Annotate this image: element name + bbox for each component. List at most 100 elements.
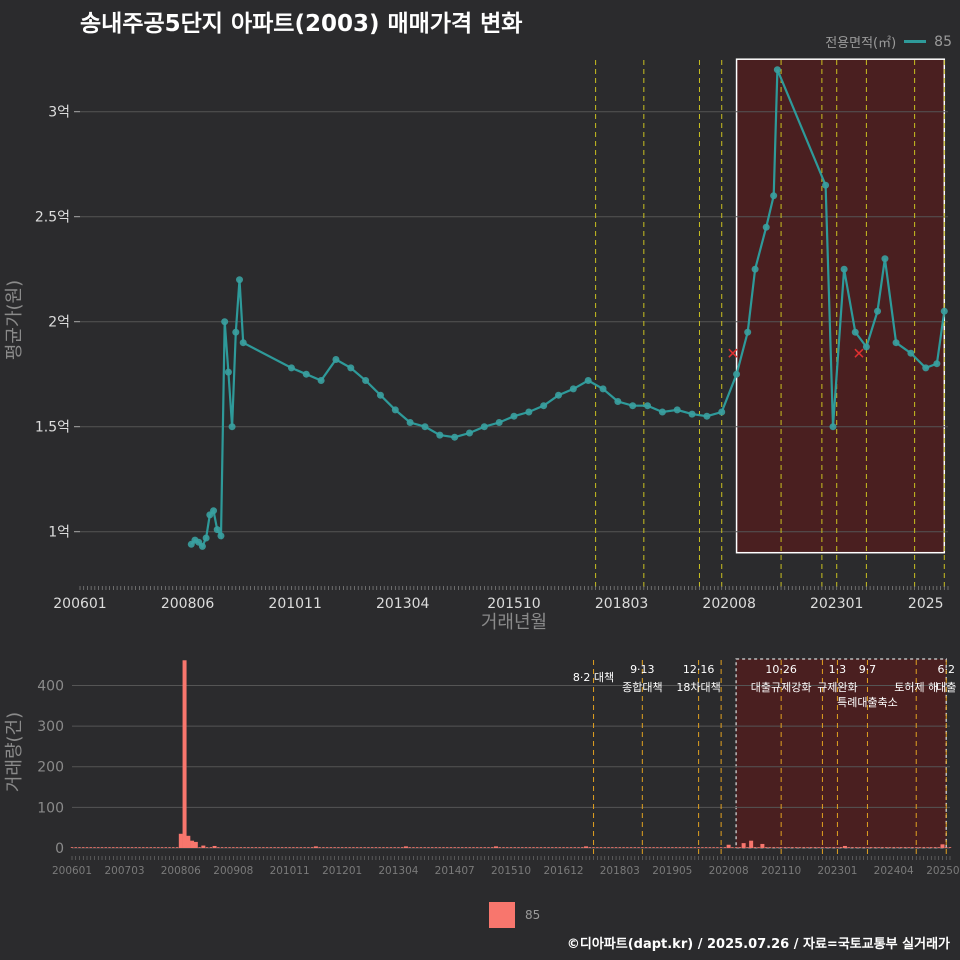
volume-bar (907, 847, 910, 848)
volume-bar (652, 847, 655, 848)
x-tick-label-volume: 201905 (652, 865, 692, 877)
data-point (391, 406, 399, 414)
data-point (829, 423, 837, 431)
volume-bar (629, 847, 633, 848)
volume-bar (948, 847, 952, 848)
data-point (421, 423, 429, 431)
volume-bar (112, 847, 115, 848)
volume-bar (419, 847, 423, 848)
volume-bar (854, 847, 858, 848)
data-point (673, 406, 681, 414)
data-point (228, 423, 236, 431)
volume-bar (235, 847, 239, 848)
x-tick-label: 201304 (376, 596, 430, 612)
volume-bar (434, 847, 438, 848)
volume-bar (764, 847, 768, 848)
volume-bar (558, 847, 561, 848)
volume-bar (239, 847, 243, 848)
x-tick-label: 200601 (53, 596, 106, 612)
policy-label: 18차대책 (676, 681, 720, 694)
volume-bar (201, 845, 206, 848)
volume-bar (385, 847, 389, 848)
volume-bar (506, 847, 509, 848)
volume-bar (573, 847, 576, 848)
data-point (198, 542, 206, 550)
y-tick-label-volume: 300 (37, 719, 64, 735)
volume-bar (145, 847, 149, 848)
data-point (703, 412, 711, 420)
volume-bar (85, 847, 89, 848)
data-point (584, 377, 592, 384)
volume-bar (322, 847, 325, 848)
volume-bar (325, 847, 329, 848)
x-tick-label-volume: 200908 (213, 865, 253, 877)
policy-label: 10·26 (765, 663, 797, 676)
volume-bar (307, 847, 310, 848)
data-point (436, 431, 444, 439)
volume-bar (697, 847, 700, 848)
data-point (933, 360, 941, 368)
data-point (940, 307, 948, 315)
volume-bar (521, 847, 524, 848)
volume-bar (403, 846, 408, 848)
volume-bar (618, 847, 622, 848)
volume-bar (468, 847, 471, 848)
volume-bar (277, 847, 280, 848)
volume-bar (93, 847, 96, 848)
volume-bar (930, 847, 933, 848)
volume-bar (172, 847, 175, 848)
volume-bar (596, 847, 599, 848)
volume-bar (442, 847, 445, 848)
data-point (221, 318, 229, 326)
data-point (510, 412, 518, 420)
data-point (762, 223, 770, 231)
volume-bar (370, 847, 374, 848)
y-axis-title-volume: 거래량(건) (4, 712, 25, 792)
data-point (718, 408, 726, 416)
volume-bar (633, 847, 637, 848)
volume-bar (333, 847, 336, 848)
volume-bar (940, 844, 945, 848)
volume-bar (888, 847, 892, 848)
x-tick-label: 201011 (268, 596, 321, 612)
volume-bar (104, 847, 107, 848)
volume-bar (258, 847, 261, 848)
volume-bar (539, 847, 543, 848)
data-point (239, 339, 247, 347)
x-tick-label: 201803 (595, 596, 648, 612)
chart-title: 송내주공5단지 아파트(2003) 매매가격 변화 (80, 11, 523, 37)
data-point (874, 307, 882, 315)
volume-bar (190, 840, 195, 848)
volume-bar (802, 847, 805, 848)
volume-bar (513, 847, 516, 848)
volume-bar (142, 847, 145, 848)
x-tick-label-volume: 200806 (161, 865, 201, 877)
highlight-region-volume (735, 658, 947, 849)
volume-bar (168, 847, 171, 848)
volume-bar (772, 847, 775, 848)
volume-bar (509, 847, 513, 848)
data-point (287, 364, 295, 372)
volume-bar (228, 847, 231, 848)
data-point (614, 398, 622, 405)
volume-bar (408, 847, 411, 848)
volume-bar (472, 847, 475, 848)
volume-bar (243, 847, 246, 848)
volume-bar (453, 847, 456, 848)
volume-bar (479, 847, 483, 848)
volume-bar (659, 847, 663, 848)
volume-bar (760, 843, 765, 848)
data-point (733, 370, 741, 378)
volume-bar (457, 847, 460, 848)
y-tick-label: 3억 (48, 105, 70, 121)
volume-bar (806, 847, 809, 848)
data-point (362, 377, 370, 384)
data-point (840, 265, 848, 273)
x-tick-label-volume: 202506 (926, 865, 960, 877)
volume-bar (431, 847, 434, 848)
volume-bar (295, 847, 299, 848)
volume-bar (517, 847, 520, 848)
volume-bar (667, 847, 670, 848)
volume-bar (193, 841, 198, 848)
data-point (851, 328, 859, 336)
